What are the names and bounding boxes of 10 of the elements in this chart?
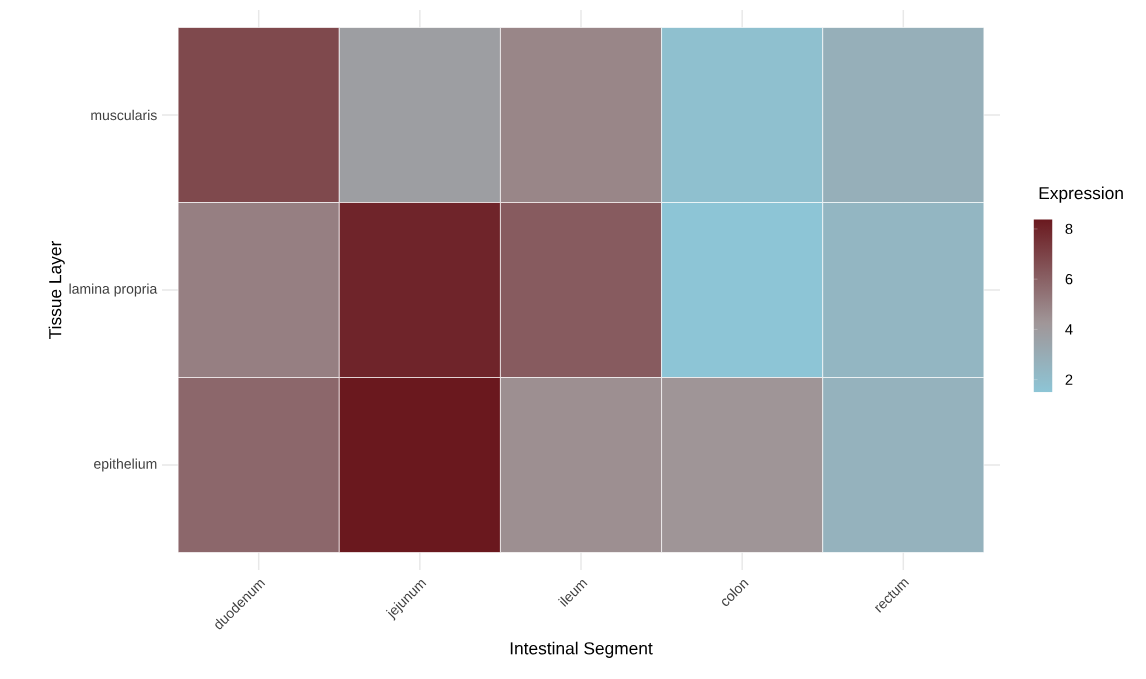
color-bar-label: 8	[1065, 223, 1073, 235]
x-axis-title: Intestinal Segment	[510, 641, 653, 658]
color-bar-label: 2	[1065, 374, 1073, 385]
color-bar-title: Expression	[1039, 186, 1123, 203]
y-tick-label: lamina propria	[69, 283, 158, 297]
y-axis-title: Tissue Layer	[48, 241, 65, 339]
color-bar-label: 6	[1065, 273, 1073, 285]
color-bar-label: 4	[1065, 324, 1073, 335]
y-tick-label: muscularis	[91, 109, 157, 121]
y-tick-label: epithelium	[94, 458, 157, 472]
